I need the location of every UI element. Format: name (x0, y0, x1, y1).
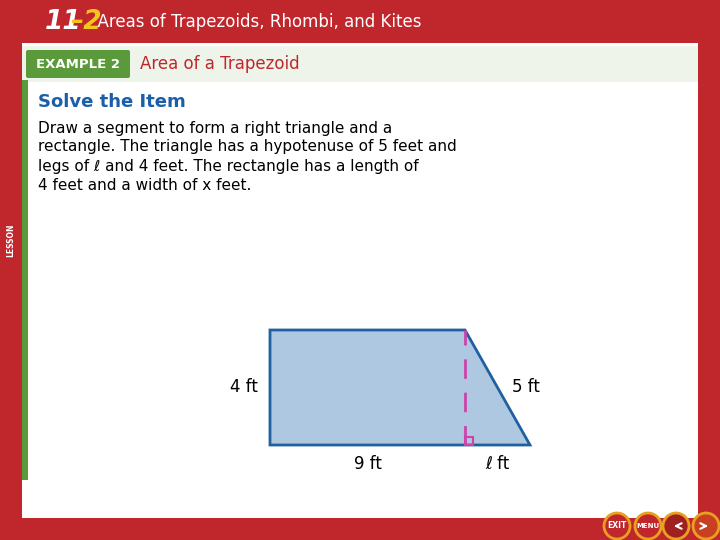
Circle shape (604, 513, 630, 539)
Text: EXIT: EXIT (607, 522, 626, 530)
Circle shape (663, 513, 689, 539)
Text: rectangle. The triangle has a hypotenuse of 5 feet and: rectangle. The triangle has a hypotenuse… (38, 139, 456, 154)
Polygon shape (270, 330, 530, 445)
Bar (465, 437, 473, 445)
Bar (0, 0, 720, 43)
Bar (22, 43, 698, 518)
Bar (0, 0, 22, 540)
Text: ℓ ft: ℓ ft (485, 455, 510, 473)
Text: 4 feet and a width of x feet.: 4 feet and a width of x feet. (38, 178, 251, 192)
Bar (698, 0, 720, 540)
Text: EXAMPLE 2: EXAMPLE 2 (36, 57, 120, 71)
Text: Solve the Item: Solve the Item (38, 93, 186, 111)
Bar (0, 518, 720, 540)
Circle shape (693, 513, 719, 539)
Text: –2: –2 (70, 9, 102, 35)
Text: legs of ℓ and 4 feet. The rectangle has a length of: legs of ℓ and 4 feet. The rectangle has … (38, 159, 418, 173)
Text: 4 ft: 4 ft (230, 379, 258, 396)
FancyBboxPatch shape (26, 50, 130, 78)
Text: 11: 11 (45, 9, 82, 35)
Text: Areas of Trapezoids, Rhombi, and Kites: Areas of Trapezoids, Rhombi, and Kites (87, 13, 421, 31)
Text: 9 ft: 9 ft (354, 455, 382, 473)
Circle shape (635, 513, 661, 539)
Text: Area of a Trapezoid: Area of a Trapezoid (140, 55, 300, 73)
Text: MENU: MENU (636, 523, 660, 529)
Text: Draw a segment to form a right triangle and a: Draw a segment to form a right triangle … (38, 120, 392, 136)
Bar (22, 80, 28, 480)
Text: 5 ft: 5 ft (511, 379, 539, 396)
Text: LESSON: LESSON (6, 223, 16, 256)
Bar (22, 46, 698, 82)
